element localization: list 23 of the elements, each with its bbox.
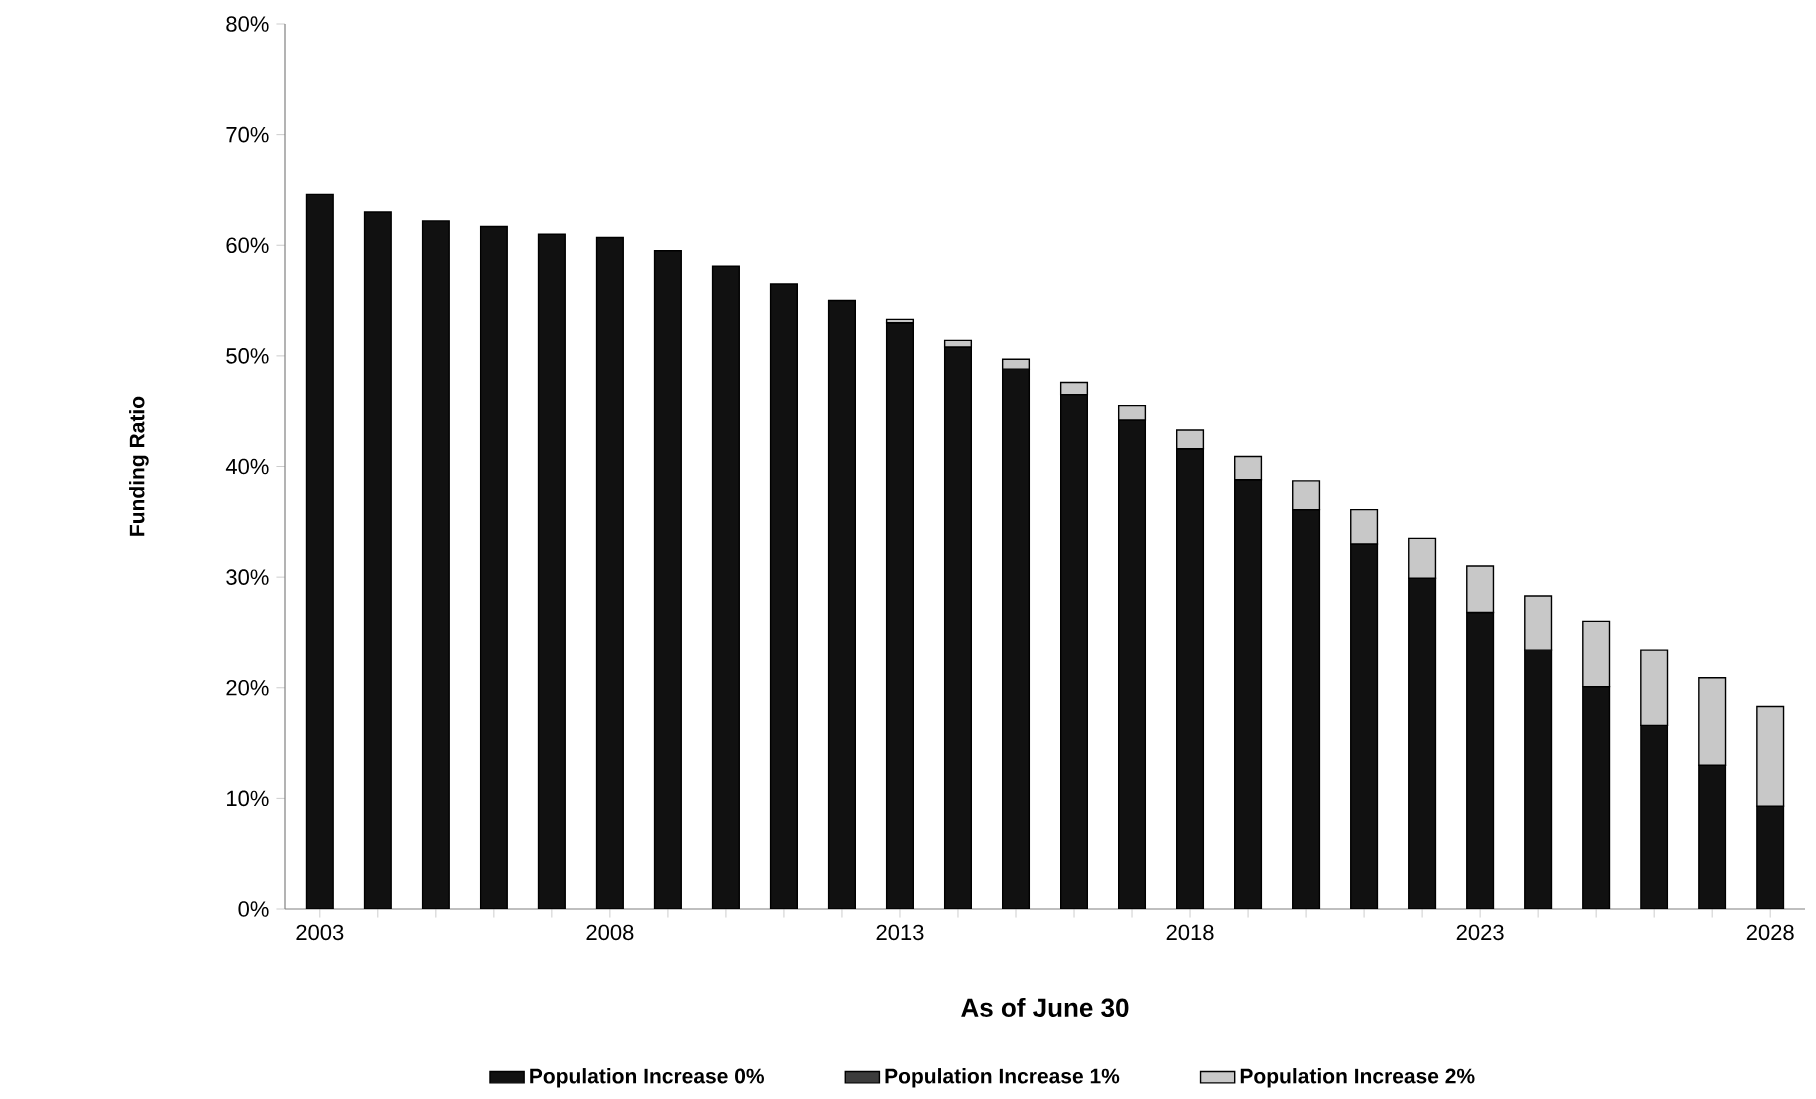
x-tick-label: 2008 <box>586 924 634 941</box>
legend-label: Population Increase 0% <box>530 1068 764 1088</box>
y-axis-title: Funding Ratio <box>129 396 149 536</box>
x-tick-label: 2013 <box>876 924 924 941</box>
x-axis-title: As of June 30 <box>961 997 1129 1018</box>
y-tick-label: 80% <box>226 16 269 32</box>
y-tick-label: 70% <box>226 126 269 143</box>
x-tick-label: 2003 <box>296 924 344 941</box>
bar <box>711 265 740 909</box>
y-tick-label: 60% <box>226 237 269 254</box>
legend-label: Population Increase 2% <box>1240 1068 1475 1088</box>
y-tick-label: 40% <box>225 458 269 475</box>
y-tick-label: 0% <box>238 901 269 917</box>
y-tick-label: 20% <box>226 679 269 696</box>
x-tick-label: 2023 <box>1456 924 1504 941</box>
legend-label: Population Increase 1% <box>885 1068 1120 1088</box>
x-tick-label: 2028 <box>1746 924 1794 941</box>
y-tick-label: 30% <box>226 569 269 585</box>
bar <box>769 283 798 909</box>
x-tick-label: 2018 <box>1166 924 1214 941</box>
y-tick-label: 50% <box>226 348 269 364</box>
y-tick-label: 10% <box>227 790 269 807</box>
bar <box>827 299 856 909</box>
